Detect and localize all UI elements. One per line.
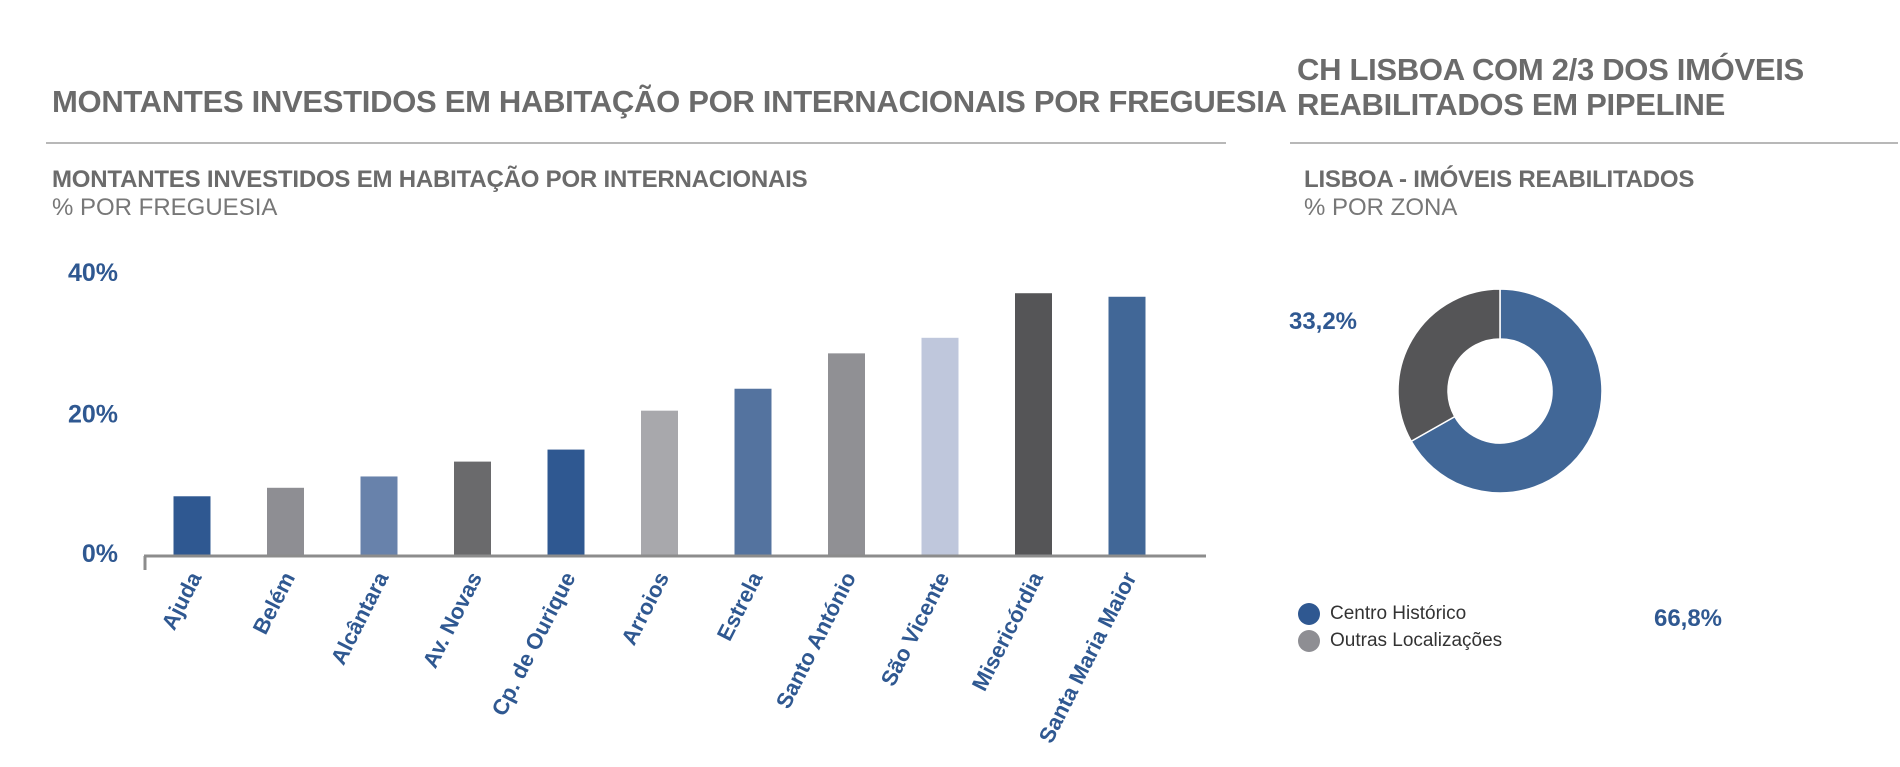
- legend-item-outras-localizacoes: Outras Localizações: [1298, 627, 1502, 654]
- bar: [734, 388, 772, 555]
- bar: [641, 410, 678, 555]
- donut-legend: Centro Histórico Outras Localizações: [1298, 600, 1502, 654]
- legend-swatch-centro-historico: [1298, 602, 1320, 625]
- x-tick-label: Cp. de Ourique: [487, 568, 581, 720]
- bar: [828, 353, 865, 555]
- bar-chart-title: MONTANTES INVESTIDOS EM HABITAÇÃO POR IN…: [52, 166, 808, 193]
- donut-slice: [1410, 288, 1603, 494]
- legend-label-outras-localizacoes: Outras Localizações: [1330, 629, 1503, 651]
- x-tick-label: Belém: [248, 568, 300, 638]
- y-tick-label: 20%: [68, 401, 118, 429]
- left-main-title: MONTANTES INVESTIDOS EM HABITAÇÃO POR IN…: [52, 84, 1287, 119]
- bar: [1015, 293, 1052, 555]
- x-tick-label: Ajuda: [156, 567, 206, 633]
- right-title-divider: [1290, 142, 1898, 144]
- left-title-divider: [46, 142, 1226, 144]
- bar: [1108, 296, 1146, 555]
- donut-slice: [1397, 288, 1501, 443]
- bar-chart: 0% 20% 40% Ajuda Belém Alcântara Av. Novas Cp. …: [68, 259, 1206, 747]
- x-tick-label: Misericórdia: [967, 567, 1048, 695]
- bar: [921, 337, 959, 555]
- donut-chart: 66,8% 33,2%: [1289, 288, 1722, 632]
- bar: [360, 476, 398, 555]
- bar: [267, 487, 304, 555]
- slice-label: 66,8%: [1654, 605, 1722, 632]
- y-tick-label: 40%: [68, 259, 118, 287]
- donut-chart-title: LISBOA - IMÓVEIS REABILITADOS: [1304, 166, 1695, 193]
- x-tick-label: São Vicente: [876, 568, 955, 690]
- legend-label-centro-historico: Centro Histórico: [1330, 602, 1467, 624]
- slice-label: 33,2%: [1289, 308, 1357, 335]
- y-tick-label: 0%: [82, 540, 118, 568]
- bar: [547, 449, 585, 555]
- right-main-title: CH LISBOA COM 2/3 DOS IMÓVEIS REABILITAD…: [1297, 52, 1804, 122]
- x-tick-label: Arroios: [616, 568, 674, 649]
- x-tick-label: Santo António: [771, 568, 861, 713]
- legend-item-centro-historico: Centro Histórico: [1298, 600, 1502, 627]
- donut-chart-subtitle: % POR ZONA: [1304, 194, 1458, 221]
- bar: [454, 461, 491, 555]
- x-tick-label: Estrela: [712, 567, 768, 644]
- bar: [173, 496, 211, 555]
- bar-chart-subtitle: % POR FREGUESIA: [52, 194, 278, 221]
- legend-swatch-outras-localizacoes: [1298, 629, 1320, 652]
- x-tick-label: Alcântara: [326, 567, 394, 668]
- x-tick-label: Av. Novas: [417, 568, 486, 672]
- x-tick-label: Santa Maria Maior: [1034, 568, 1142, 747]
